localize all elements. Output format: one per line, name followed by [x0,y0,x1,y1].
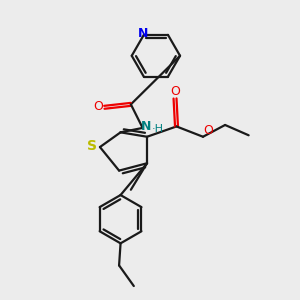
Text: N: N [141,120,152,133]
Text: N: N [138,27,148,40]
Text: S: S [87,139,97,153]
Text: O: O [170,85,180,98]
Text: ·H: ·H [152,124,164,134]
Text: O: O [203,124,213,137]
Text: O: O [93,100,103,113]
